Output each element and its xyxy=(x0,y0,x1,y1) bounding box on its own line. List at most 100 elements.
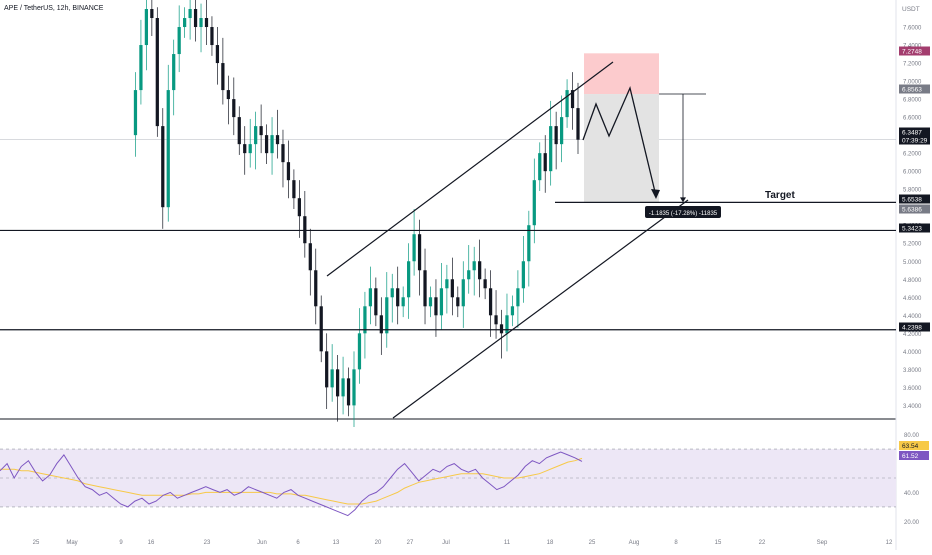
candle-body xyxy=(401,297,405,307)
price-tag-label: 5.6386 xyxy=(902,207,922,214)
candle-body xyxy=(494,315,498,325)
candle-body xyxy=(183,18,187,28)
time-tick-label: 16 xyxy=(148,540,155,546)
price-tag xyxy=(899,127,930,145)
candle-body xyxy=(478,261,482,280)
time-tick-label: 25 xyxy=(589,540,596,546)
position-zones xyxy=(584,53,659,203)
channel-lower-line xyxy=(392,199,689,419)
candle-body xyxy=(434,297,438,316)
candle-body xyxy=(325,351,329,388)
stop-loss-zone xyxy=(584,53,659,95)
price-tag xyxy=(899,194,930,204)
rsi-panel: 80.00 40.00 20.00 63.54 61.52 xyxy=(0,433,929,526)
trend-drawings[interactable] xyxy=(0,61,896,419)
candle-body xyxy=(559,117,564,145)
time-tick-label: 27 xyxy=(407,540,414,546)
candle-body xyxy=(308,243,312,271)
candle-body xyxy=(483,279,487,289)
price-tag-label: 5.3423 xyxy=(902,226,922,233)
time-axis: 25 May 9 16 23 Jun 6 13 20 27 Jul 11 18 25 Aug 8 15 22 Sep… xyxy=(33,540,893,546)
candle-body xyxy=(133,90,138,136)
time-tick-label: Jun xyxy=(257,540,267,546)
candle-body xyxy=(172,54,176,91)
price-tag-label: 7.2748 xyxy=(902,49,922,56)
price-tick-label: 6.6000 xyxy=(903,116,922,122)
candle-body xyxy=(532,180,536,226)
candle-body xyxy=(390,288,394,298)
price-tick-label: 4.6000 xyxy=(903,296,922,302)
candle-body xyxy=(248,144,252,154)
candle-body xyxy=(412,234,416,262)
candle-body xyxy=(396,288,400,307)
measure-arrowhead xyxy=(680,197,686,203)
candle-body xyxy=(166,90,170,208)
price-tick-label: 5.8000 xyxy=(903,188,922,194)
price-tick-label: 4.0000 xyxy=(903,350,922,356)
time-tick-label: 20 xyxy=(375,540,382,546)
target-label: Target xyxy=(765,190,795,201)
candle-body xyxy=(549,126,553,172)
candle-body xyxy=(292,180,296,199)
candle-body xyxy=(467,270,471,280)
candle-body xyxy=(379,315,383,334)
target-zone xyxy=(584,94,659,203)
price-tick-label: 7.0000 xyxy=(903,80,922,86)
price-tag-label: 5.6538 xyxy=(902,197,922,204)
candle-body xyxy=(199,18,203,28)
candle-body xyxy=(150,9,154,19)
candle-body xyxy=(259,126,263,136)
time-tick-label: 12 xyxy=(886,540,893,546)
symbol-title: APE / TetherUS, 12h, BINANCE xyxy=(4,5,104,12)
candle-body xyxy=(565,90,569,118)
time-tick-label: Aug xyxy=(629,540,640,546)
rsi-value-label: 61.52 xyxy=(902,453,919,460)
candle-body xyxy=(428,297,433,307)
time-tick-label: 18 xyxy=(547,540,554,546)
candle-body xyxy=(161,126,165,208)
price-tick-label: 5.0000 xyxy=(903,260,922,266)
rsi-tick-label: 40.00 xyxy=(904,491,920,497)
candle-body xyxy=(243,144,247,154)
price-tag-label: 4.2398 xyxy=(902,325,922,332)
candle-body xyxy=(499,324,504,334)
candle-body xyxy=(385,297,389,334)
candle-body xyxy=(314,270,318,307)
candle-body xyxy=(330,369,334,388)
measure-tooltip-bg xyxy=(645,206,721,218)
price-tag xyxy=(899,84,930,94)
measure-tooltip-label: -1.1835 (-17.28%) -11835 xyxy=(649,211,718,217)
candle-body xyxy=(352,369,356,406)
time-tick-label: 6 xyxy=(296,540,300,546)
price-tag-label: 6.8563 xyxy=(902,87,922,94)
time-tick-label: 9 xyxy=(119,540,123,546)
candle-body xyxy=(450,279,454,298)
candle-body xyxy=(286,162,291,181)
candle-body xyxy=(363,306,367,334)
candle-body xyxy=(576,108,580,140)
candle-body xyxy=(204,18,209,28)
rsi-value-label: 63.54 xyxy=(902,443,919,450)
candle-body xyxy=(264,135,269,154)
candle-body xyxy=(341,378,345,397)
price-candles xyxy=(133,0,580,428)
candle-body xyxy=(335,369,340,397)
price-tick-label: 4.4000 xyxy=(903,314,922,320)
candle-body xyxy=(439,288,444,316)
time-tick-label: 15 xyxy=(715,540,722,546)
candle-body xyxy=(221,63,225,91)
channel-upper-line xyxy=(326,61,614,277)
candle-body xyxy=(445,279,449,289)
candle-body xyxy=(319,306,323,352)
candle-body xyxy=(570,90,575,109)
candle-body xyxy=(461,279,465,307)
candle-body xyxy=(303,216,307,244)
price-tag xyxy=(899,322,930,332)
rsi-ma-line xyxy=(0,457,583,505)
candle-body xyxy=(368,288,373,307)
candle-body xyxy=(281,144,285,163)
candle-body xyxy=(346,378,351,406)
